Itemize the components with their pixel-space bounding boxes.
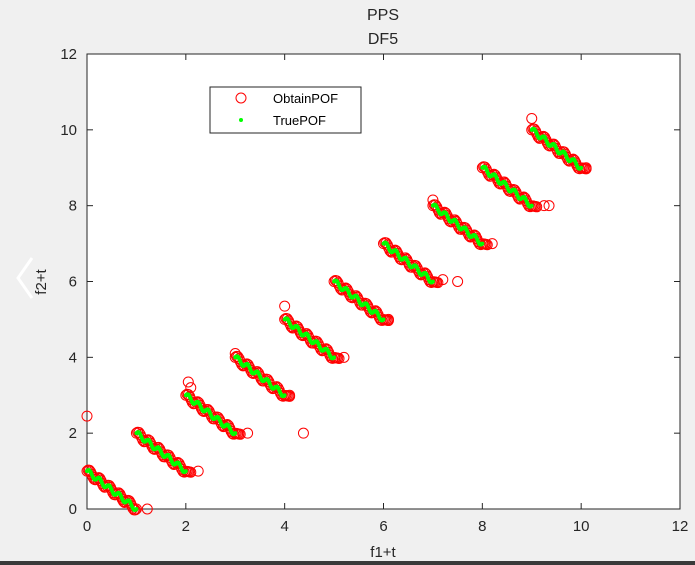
truepof-point (480, 241, 485, 246)
legend-label-truepof: TruePOF (273, 113, 326, 128)
y-tick-label: 12 (60, 46, 77, 63)
y-tick-label: 6 (69, 274, 77, 291)
truepof-point (579, 165, 584, 170)
obtainpof-outlier-point (242, 427, 254, 439)
plot-area (86, 53, 681, 510)
legend: ObtainPOF TruePOF (209, 86, 362, 134)
obtainpof-outlier-point (182, 376, 194, 388)
y-tick-label: 4 (69, 349, 77, 366)
window-bottom-edge (0, 561, 695, 565)
obtainpof-outlier-point (192, 465, 204, 477)
scatter-points (81, 112, 592, 516)
obtainpof-outlier-point (81, 410, 93, 422)
obtainpof-outlier-point (297, 427, 309, 439)
x-tick-label: 2 (182, 518, 190, 535)
y-tick-label: 8 (69, 198, 77, 215)
obtainpof-outlier-point (185, 382, 197, 394)
truepof-point (332, 355, 337, 360)
truepof-point (183, 469, 188, 474)
chart-subtitle: DF5 (368, 31, 398, 48)
truepof-point (233, 431, 238, 436)
y-axis-label: f2+t (33, 268, 50, 294)
obtainpof-point (129, 504, 141, 516)
chevron-left-icon[interactable] (0, 253, 40, 303)
x-tick-label: 8 (478, 518, 486, 535)
x-tick-label: 6 (379, 518, 387, 535)
x-tick-label: 4 (280, 518, 288, 535)
x-tick-label: 10 (573, 518, 590, 535)
obtainpof-outlier-point (279, 300, 291, 312)
truepof-point (381, 317, 386, 322)
obtainpof-outlier-point (538, 200, 550, 212)
obtainpof-outlier-point (437, 274, 449, 286)
obtainpof-outlier-point (526, 112, 538, 124)
y-tick-label: 2 (69, 425, 77, 442)
legend-box (209, 86, 362, 134)
obtainpof-outlier-point (338, 351, 350, 363)
truepof-point (529, 203, 534, 208)
legend-marker-obtainpof (235, 92, 247, 104)
obtainpof-outlier-point (141, 503, 153, 515)
legend-label-obtainpof: ObtainPOF (273, 91, 338, 106)
chart-title: PPS (367, 7, 399, 24)
axis-ticks: 0 2 4 6 8 10 12 0 2 4 6 8 10 12 (60, 46, 688, 535)
y-tick-label: 10 (60, 122, 77, 139)
x-tick-label: 12 (672, 518, 689, 535)
x-tick-label: 0 (83, 518, 91, 535)
obtainpof-outlier-point (452, 276, 464, 287)
truepof-point (282, 393, 287, 398)
y-tick-label: 0 (69, 501, 77, 518)
obtainpof-outlier-point (486, 238, 498, 250)
legend-marker-truepof (239, 118, 243, 122)
obtainpof-outlier-point (543, 200, 555, 212)
truepof-point (134, 507, 139, 511)
truepof-point (430, 279, 435, 284)
x-axis-label: f1+t (370, 544, 396, 561)
